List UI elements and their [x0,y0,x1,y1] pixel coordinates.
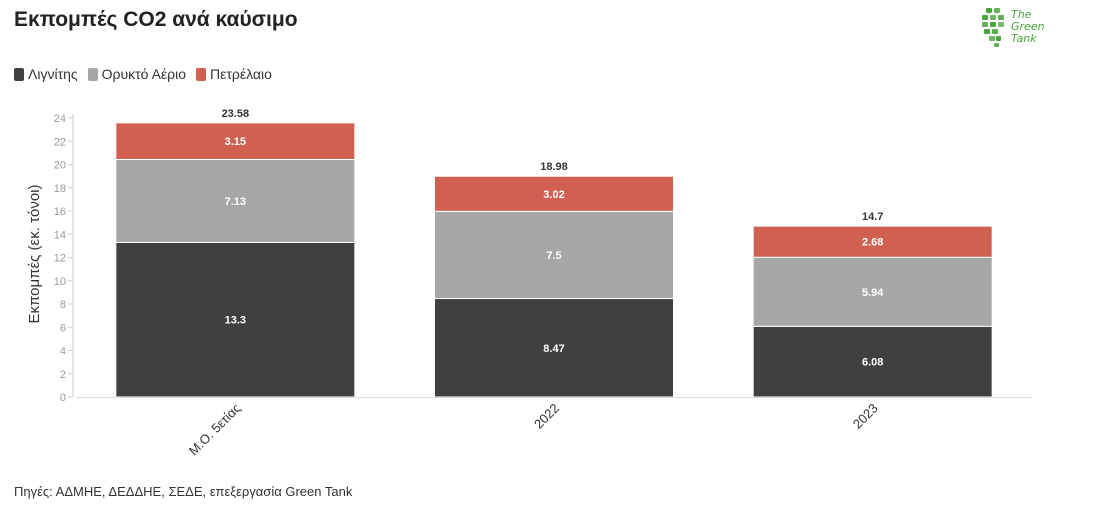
x-category-label: 2023 [850,401,881,432]
y-tick-label: 6 [60,322,66,334]
legend-swatch-lignite [14,67,24,81]
y-tick-label: 18 [54,183,66,195]
bar-segment[interactable] [115,122,356,161]
bar-data-label: 3.15 [225,136,246,148]
y-tick-label: 16 [54,206,66,218]
bar-segment[interactable] [752,225,993,258]
bar-data-label: 3.02 [543,189,564,201]
bar-data-label: 13.3 [225,315,246,327]
legend-item-oil[interactable]: Πετρέλαιο [196,66,272,82]
bar-segment[interactable] [752,256,993,327]
y-tick-label: 8 [60,299,66,311]
bar-segment[interactable] [434,210,674,300]
bar-segment[interactable] [434,298,674,398]
bar-data-label: 7.13 [225,196,246,208]
x-category-label: 2022 [531,401,562,432]
y-tick-label: 10 [54,276,66,288]
bar-segment[interactable] [115,159,356,243]
bar-data-label: 2.68 [862,237,883,249]
chart-title: Εκπομπές CO2 ανά καύσιμο [14,8,298,31]
legend-label-oil: Πετρέλαιο [210,66,272,82]
source-note: Πηγές: ΑΔΜΗΕ, ΔΕΔΔΗΕ, ΣΕΔΕ, επεξεργασία … [14,484,353,499]
y-tick-label: 4 [60,346,66,358]
x-axis: Μ.Ο. 5ετίας 2022 2023 [76,397,1032,459]
bar-data-label: 7.5 [546,250,561,262]
x-category-label: Μ.Ο. 5ετίας [186,401,244,459]
bars: 13.3 7.13 3.15 23.58 8.47 7.5 3.02 18.98 6.08 5.9… [115,108,993,398]
bar-data-label: 5.94 [862,287,884,299]
bar-segment[interactable] [752,325,993,398]
legend-label-lignite: Λιγνίτης [28,66,78,82]
legend: Λιγνίτης Ορυκτό Αέριο Πετρέλαιο [14,66,272,82]
bar-total-label: 23.58 [222,108,250,120]
legend-swatch-natural-gas [87,67,98,81]
bar-segment[interactable] [115,241,356,398]
y-tick-label: 0 [60,392,66,404]
legend-item-natural-gas[interactable]: Ορυκτό Αέριο [87,66,187,82]
green-tank-logo [982,8,1004,47]
y-axis-title: Εκπομπές (εκ. τόνοι) [26,184,43,323]
legend-label-natural-gas: Ορυκτό Αέριο [101,66,187,82]
y-tick-label: 12 [54,253,66,265]
legend-item-lignite[interactable]: Λιγνίτης [14,66,78,82]
logo-text: The Green Tank [1011,9,1045,45]
logo-line-the: The [1011,8,1032,21]
y-tick-label: 14 [54,229,66,241]
bar-data-label: 6.08 [862,357,883,369]
bar-total-label: 18.98 [540,161,568,173]
y-tick-label: 20 [54,160,66,172]
bar-total-label: 14.7 [862,211,883,223]
y-tick-label: 2 [60,369,66,381]
y-tick-label: 24 [54,113,66,125]
logo-line-tank: Tank [1011,32,1037,45]
bar-data-label: 8.47 [543,343,564,355]
y-tick-label: 22 [54,136,66,148]
legend-swatch-oil [196,67,207,81]
logo-line-green: Green [1011,20,1045,33]
bar-segment[interactable] [434,175,674,212]
